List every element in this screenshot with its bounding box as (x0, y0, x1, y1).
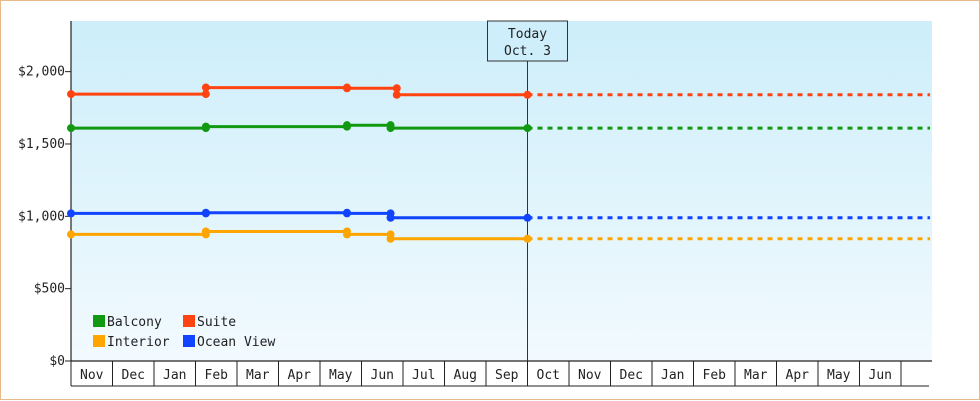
series-point-ocean-view (386, 213, 395, 222)
x-tick-label: Dec (620, 368, 643, 383)
legend-label-balcony: Balcony (107, 315, 162, 330)
legend-swatch-balcony (93, 315, 105, 327)
series-point-interior (523, 234, 532, 243)
series-point-ocean-view (523, 213, 532, 222)
series-point-balcony (201, 122, 210, 131)
legend-label-interior: Interior (107, 335, 170, 350)
x-tick-label: Jun (371, 368, 394, 383)
plot-area (71, 21, 932, 361)
x-tick-label: Feb (703, 368, 727, 383)
series-point-interior (342, 230, 351, 239)
series-point-interior (67, 230, 75, 239)
series-point-balcony (523, 124, 532, 133)
y-tick-label: $2,000 (18, 65, 65, 80)
series-ocean-view (67, 208, 931, 222)
x-tick-label: Jan (163, 368, 186, 383)
series-point-ocean-view (201, 208, 210, 217)
series-point-suite (201, 90, 210, 99)
series-suite (67, 83, 931, 99)
legend-swatch-ocean-view (183, 335, 195, 347)
series-point-balcony (386, 124, 395, 133)
x-tick-label: Apr (786, 368, 810, 383)
x-tick-label: Sep (495, 368, 519, 383)
series-interior (67, 227, 931, 243)
series-point-suite (201, 83, 210, 92)
x-tick-label: Feb (205, 368, 229, 383)
series-point-suite (342, 84, 351, 93)
y-tick-label: $0 (49, 354, 65, 369)
x-tick-label: Jun (869, 368, 892, 383)
x-tick-label: Apr (288, 368, 312, 383)
series-point-suite (523, 90, 532, 99)
series-point-ocean-view (342, 209, 351, 218)
y-tick-label: $500 (34, 282, 65, 297)
x-tick-label: Aug (454, 368, 477, 383)
series-point-suite (67, 90, 75, 99)
legend-swatch-suite (183, 315, 195, 327)
x-tick-label: Oct (537, 368, 560, 383)
x-tick-label: Nov (578, 368, 602, 383)
x-tick-label: Mar (246, 368, 270, 383)
y-tick-label: $1,500 (18, 137, 65, 152)
legend-label-ocean-view: Ocean View (197, 335, 275, 350)
today-label-line1: Today (508, 27, 547, 42)
x-tick-label: Dec (122, 368, 145, 383)
legend-swatch-interior (93, 335, 105, 347)
series-point-balcony (342, 121, 351, 130)
legend-label-suite: Suite (197, 315, 236, 330)
x-tick-label: Nov (80, 368, 104, 383)
today-label-line2: Oct. 3 (504, 44, 551, 59)
x-tick-label: Jul (412, 368, 435, 383)
x-tick-label: Mar (744, 368, 768, 383)
x-tick-label: Jan (661, 368, 684, 383)
today-label-box (487, 20, 568, 62)
series-point-suite (392, 90, 401, 99)
x-tick-label: May (827, 368, 851, 383)
x-tick-label: May (329, 368, 353, 383)
series-point-interior (201, 227, 210, 236)
series-point-interior (386, 234, 395, 243)
series-point-ocean-view (67, 209, 75, 218)
y-tick-label: $1,000 (18, 209, 65, 224)
series-point-balcony (67, 124, 75, 133)
series-balcony (67, 121, 931, 133)
series-point-suite (392, 84, 401, 93)
